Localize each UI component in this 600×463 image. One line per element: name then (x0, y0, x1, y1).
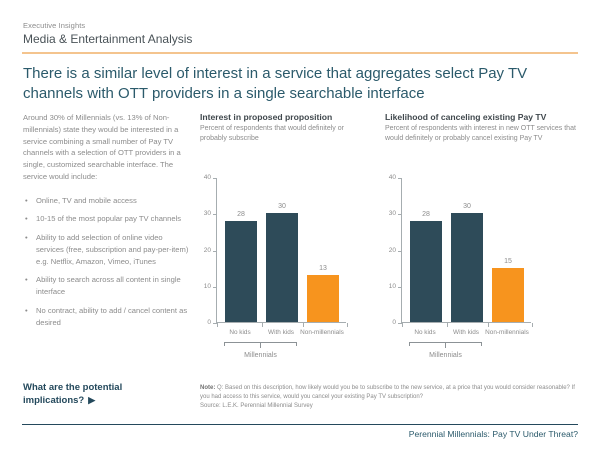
footnote: Note: Q: Based on this description, how … (200, 384, 580, 411)
y-axis-tick-label: 20 (388, 246, 396, 254)
chart-title: Likelihood of canceling existing Pay TV (385, 112, 547, 122)
bar-value-label: 30 (463, 203, 471, 211)
x-axis-tick-mark (302, 323, 304, 327)
y-axis-tick-mark (213, 323, 217, 324)
report-title: Perennial Millennials: Pay TV Under Thre… (408, 429, 578, 439)
bar-value-label: 28 (237, 210, 245, 218)
page-title: There is a similar level of interest in … (23, 65, 528, 103)
y-axis-tick-mark (213, 178, 217, 179)
y-axis-tick-mark (398, 250, 402, 252)
y-axis-tick-label: 30 (203, 210, 211, 218)
bar-non-millennials (492, 267, 524, 322)
bar-plot: 0 10 20 30 40 28 30 13 (204, 174, 348, 327)
source-text: Source: L.E.K. Perennial Millennial Surv… (200, 403, 313, 409)
y-axis-tick-label: 10 (388, 282, 396, 290)
footer-rule (22, 424, 578, 425)
note-text: Q: Based on this description, how likely… (200, 385, 575, 400)
chart-title: Interest in proposed proposition (200, 112, 333, 122)
y-axis-tick-label: 0 (207, 319, 211, 326)
group-label: Millennials (429, 352, 462, 359)
x-axis-category-label: Non-millennials (485, 329, 529, 336)
chart-subtitle: Percent of respondents that would defini… (200, 125, 344, 142)
x-axis-labels: No kids With kids Non-millennials (385, 329, 585, 339)
bar-value-label: 15 (504, 257, 512, 265)
list-item: No contract, ability to add / cancel con… (23, 305, 191, 329)
y-axis-tick-label: 0 (392, 319, 396, 326)
y-axis-tick-label: 20 (203, 246, 211, 254)
bar-non-millennials (307, 274, 339, 322)
y-axis-tick-mark (213, 286, 217, 288)
y-axis-tick-mark (398, 323, 402, 324)
x-axis-tick-mark (446, 323, 448, 327)
chart-subtitle: Percent of respondents with interest in … (385, 125, 576, 142)
list-item: 10-15 of the most popular pay TV channel… (23, 213, 191, 225)
x-axis-labels: No kids With kids Non-millennials (200, 329, 372, 339)
list-item: Ability to add selection of online video… (23, 232, 191, 267)
y-axis-tick-label: 10 (203, 282, 211, 290)
x-axis-category-label: No kids (229, 329, 251, 336)
bar-no-kids (225, 220, 257, 322)
bracket-tick (260, 343, 261, 348)
x-axis-tick-mark (347, 323, 348, 327)
y-axis-tick-label: 30 (388, 210, 396, 218)
play-arrow-icon: ▶ (88, 395, 96, 406)
y-axis-tick-mark (213, 214, 217, 216)
y-axis-tick-label: 40 (203, 174, 211, 181)
bar-value-label: 13 (319, 264, 327, 272)
implications-label: What are the potential implications? (23, 382, 123, 407)
bar-plot: 0 10 20 30 40 28 30 15 (389, 174, 533, 327)
list-item: Online, TV and mobile access (23, 195, 191, 207)
chart-cancel-paytv: Likelihood of canceling existing Pay TV … (385, 112, 585, 364)
x-axis-category-label: No kids (414, 329, 436, 336)
bar-value-label: 30 (278, 203, 286, 211)
summary-bullet-list: Online, TV and mobile access 10-15 of th… (23, 195, 191, 329)
y-axis-tick-mark (398, 214, 402, 216)
bar-value-label: 28 (422, 210, 430, 218)
y-axis-tick-label: 40 (388, 174, 396, 181)
x-axis-category-label: With kids (268, 329, 294, 336)
y-axis-tick-mark (398, 286, 402, 288)
x-axis-tick-mark (217, 323, 218, 327)
series-label: Executive Insights (23, 21, 86, 30)
summary-column: Around 30% of Millennials (vs. 13% of No… (23, 112, 191, 335)
x-axis-tick-mark (532, 323, 533, 327)
group-label: Millennials (244, 352, 277, 359)
x-axis-category-label: Non-millennials (300, 329, 344, 336)
x-axis-category-label: With kids (453, 329, 479, 336)
bar-no-kids (410, 220, 442, 322)
x-axis-tick-mark (261, 323, 263, 327)
note-label: Note: (200, 385, 216, 391)
document-title: Media & Entertainment Analysis (23, 32, 193, 46)
millennials-bracket (409, 342, 482, 348)
x-axis-tick-mark (487, 323, 489, 327)
bar-with-kids (266, 213, 298, 322)
chart-interest-proposition: Interest in proposed proposition Percent… (200, 112, 372, 364)
list-item: Ability to search across all content in … (23, 274, 191, 298)
y-axis-tick-mark (213, 250, 217, 252)
summary-intro: Around 30% of Millennials (vs. 13% of No… (23, 113, 181, 181)
bar-with-kids (451, 213, 483, 322)
bracket-tick (445, 343, 446, 348)
implications-prompt: What are the potential implications? ▶ (23, 381, 155, 408)
header-rule (22, 52, 578, 54)
millennials-bracket (224, 342, 297, 348)
x-axis-tick-mark (402, 323, 403, 327)
y-axis-tick-mark (398, 178, 402, 179)
